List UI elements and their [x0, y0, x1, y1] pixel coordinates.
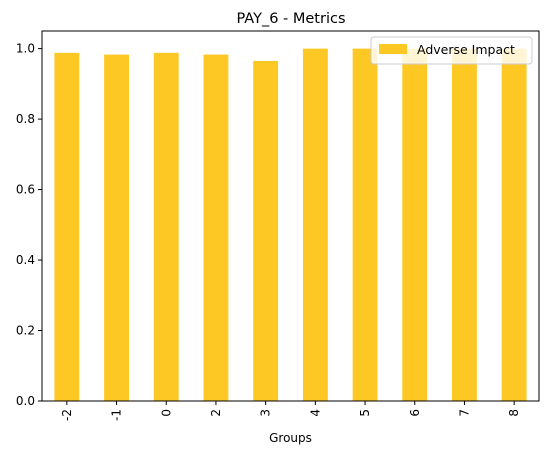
bars-layer	[54, 48, 527, 402]
bar-4	[302, 48, 328, 402]
chart-title: PAY_6 - Metrics	[236, 11, 345, 27]
bar-6	[402, 48, 428, 402]
x-axis-ticks: -2 -1 0 2 3 4 5 6 7 8	[60, 401, 521, 421]
legend-label: Adverse Impact	[417, 42, 515, 57]
x-tick-label: 3	[259, 409, 273, 417]
y-tick-label: 1.0	[16, 42, 35, 56]
x-axis-title: Groups	[269, 431, 312, 445]
x-tick-label: 0	[159, 409, 173, 417]
bar-8	[501, 48, 527, 402]
plot-frame	[41, 30, 540, 402]
bar-5	[352, 48, 378, 402]
legend: Adverse Impact	[370, 36, 533, 65]
bar--2	[54, 52, 80, 401]
x-tick-label: -2	[60, 409, 74, 421]
bar-2	[203, 54, 229, 402]
x-tick-label: -1	[110, 409, 124, 421]
x-tick-label: 4	[308, 409, 322, 417]
y-tick-label: 0.4	[16, 253, 35, 267]
x-tick-label: 8	[507, 409, 521, 417]
legend-box	[370, 36, 533, 65]
x-tick-label: 6	[408, 409, 422, 417]
y-tick-label: 0.2	[16, 324, 35, 338]
bar-0	[153, 52, 179, 401]
y-axis-ticks: 0.0 0.2 0.4 0.6 0.8 1.0	[16, 42, 42, 408]
y-tick-label: 0.6	[16, 183, 35, 197]
y-tick-label: 0.8	[16, 112, 35, 126]
bar-3	[253, 60, 279, 401]
x-tick-label: 2	[209, 409, 223, 417]
bar--1	[104, 54, 129, 402]
y-tick-label: 0.0	[16, 394, 35, 408]
x-tick-label: 5	[358, 409, 372, 417]
legend-swatch	[379, 44, 407, 54]
x-tick-label: 7	[457, 409, 471, 417]
bar-7	[452, 48, 477, 402]
